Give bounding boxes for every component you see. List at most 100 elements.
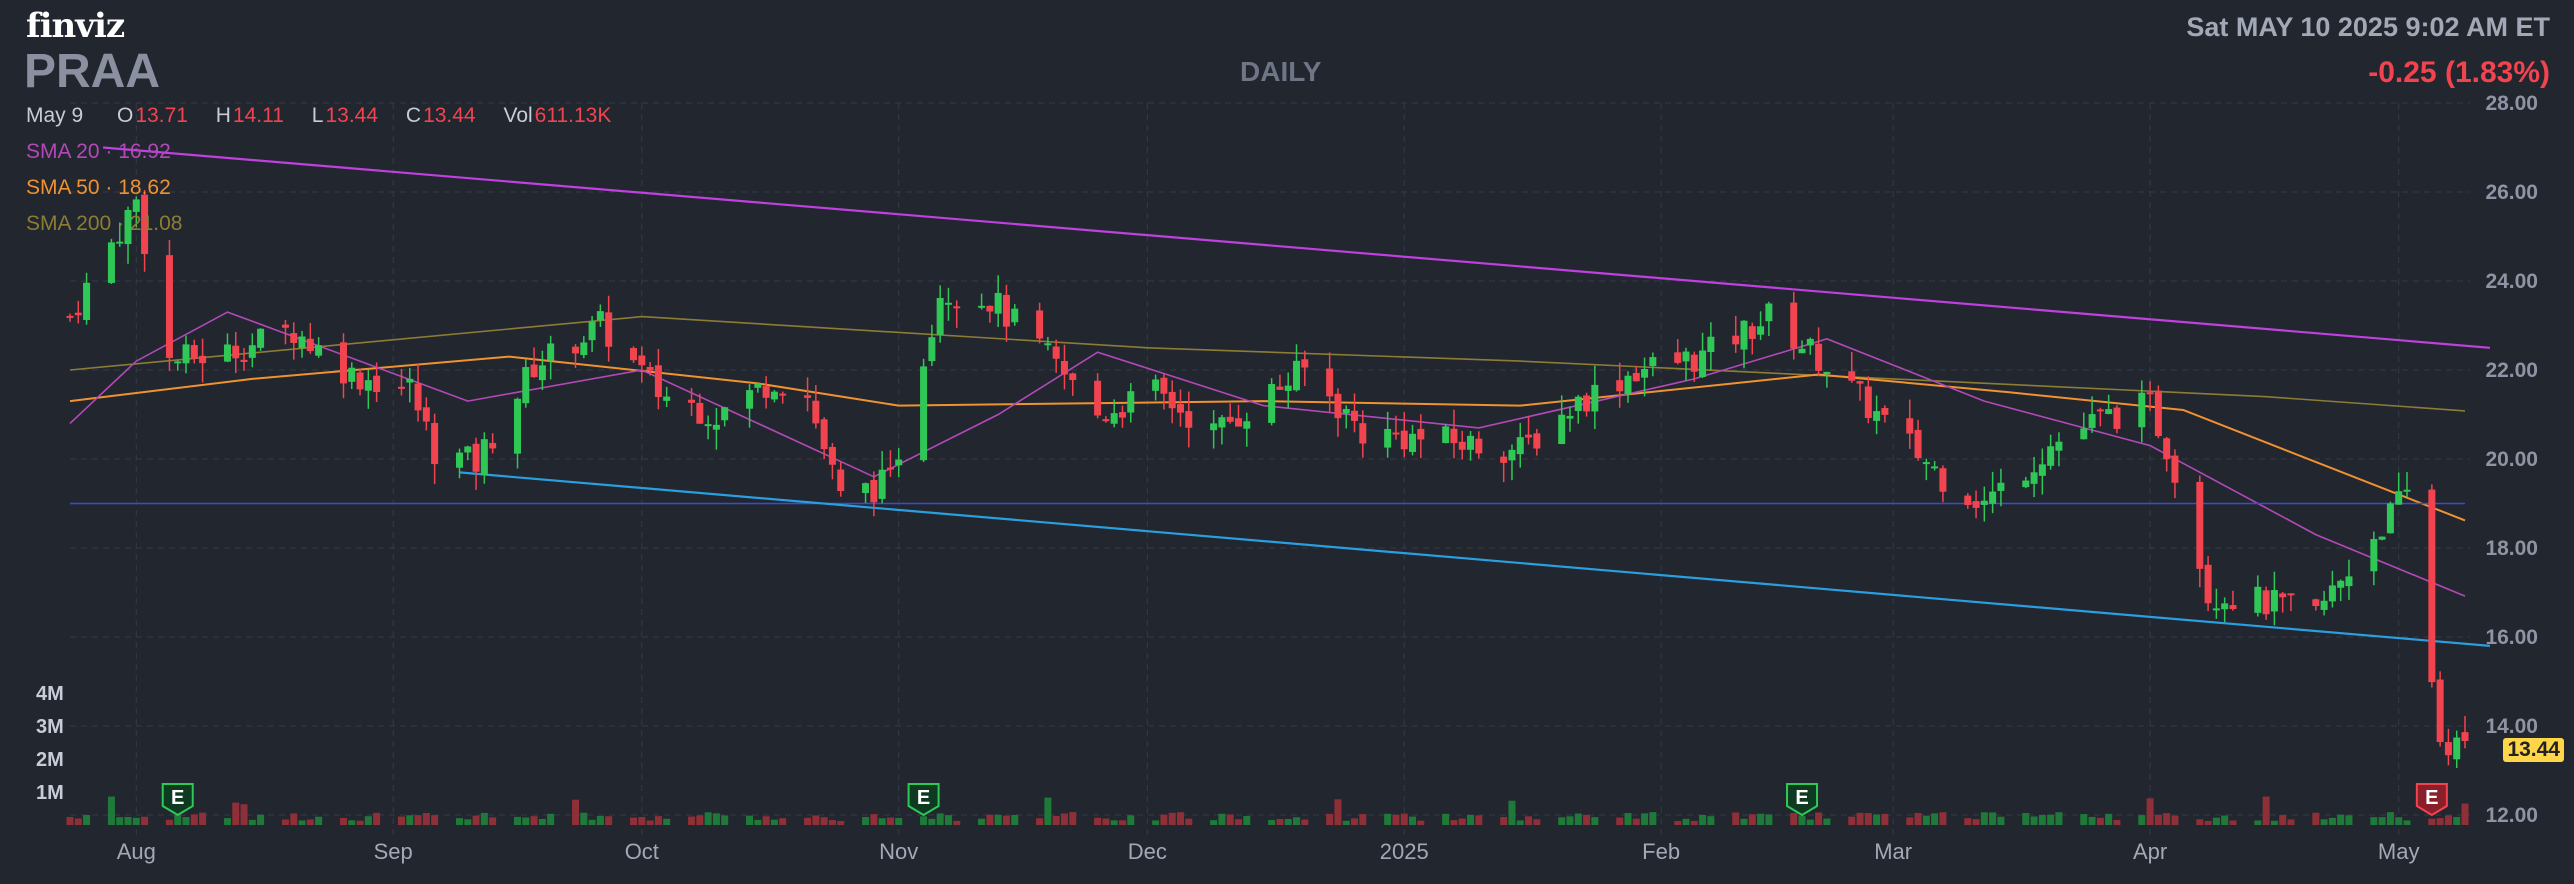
candle-body (2279, 593, 2287, 598)
candle-body (2328, 585, 2336, 602)
candle-body (1566, 415, 1574, 419)
candle-body (522, 367, 530, 404)
volume-bar (1525, 816, 1533, 825)
volume-bar (364, 816, 372, 825)
sma-200-value: 21.08 (129, 212, 183, 235)
volume-bar (1284, 819, 1292, 825)
volume-bar (83, 814, 91, 825)
candle-body (1234, 418, 1242, 427)
earnings-marker[interactable]: E (907, 783, 940, 817)
volume-bar (1011, 814, 1019, 825)
volume-bar (654, 816, 662, 825)
volume-bar (2030, 816, 2038, 825)
volume-bar (572, 799, 580, 825)
candle-body (1757, 326, 1765, 335)
volume-bar (1964, 818, 1972, 825)
earnings-marker[interactable]: E (2415, 783, 2448, 817)
volume-bar (886, 817, 894, 825)
volume-bar (696, 815, 704, 825)
sma-200-legend[interactable]: SMA 200 · 21.08 (26, 212, 183, 235)
volume-bar (174, 814, 182, 825)
volume-bar (1558, 817, 1566, 825)
volume-bar (986, 814, 994, 825)
volume-bar (1997, 816, 2005, 825)
sma-50-legend[interactable]: SMA 50 · 18.62 (26, 176, 171, 199)
candle-body (1044, 343, 1052, 346)
x-tick-label: Oct (625, 839, 659, 864)
candle-body (663, 396, 671, 401)
candle-body (696, 402, 704, 424)
candle-body (2146, 392, 2154, 395)
candle-body (2320, 600, 2328, 610)
candle-body (994, 292, 1002, 314)
volume-bar (1508, 800, 1516, 825)
volume-bar (298, 820, 306, 825)
candle-body (2221, 603, 2229, 610)
volume-bar (754, 819, 762, 825)
candle-body (538, 365, 546, 381)
price-change: -0.25 (1.83%) (2368, 56, 2550, 89)
candle-body (1873, 411, 1881, 421)
volume-bar (1400, 813, 1408, 825)
volume-bar (107, 796, 115, 825)
candle-body (828, 446, 836, 465)
candle-body (688, 399, 696, 403)
volume-bar (762, 816, 770, 825)
candle-body (2229, 605, 2237, 610)
x-tick-label: Feb (1642, 839, 1680, 864)
candle-body (1276, 386, 1284, 390)
volume-bar (1152, 820, 1160, 825)
candle-body (2337, 580, 2345, 588)
earnings-marker[interactable]: E (1786, 783, 1819, 817)
volume-bar (1168, 812, 1176, 825)
candle-body (1525, 434, 1533, 438)
volume-value: 611.13K (534, 104, 612, 127)
volume-bar (1732, 812, 1740, 825)
volume-bar (1641, 813, 1649, 825)
candle-body (1110, 413, 1118, 424)
volume-bar (1649, 812, 1657, 825)
volume-bar (779, 818, 787, 825)
volume-bar (1226, 814, 1234, 825)
volume-bar (1127, 815, 1135, 825)
candle-body (1442, 426, 1450, 444)
volume-bar (1914, 812, 1922, 825)
volume-bar (1939, 812, 1947, 825)
candle-body (141, 194, 149, 255)
candle-body (199, 355, 207, 364)
volume-bar (257, 814, 265, 825)
y-tick-label: 14.00 (2485, 715, 2538, 738)
candle-body (1011, 308, 1019, 323)
volume-bar (1276, 818, 1284, 825)
volume-bar (1475, 815, 1483, 825)
volume-bar (422, 813, 430, 825)
volume-bar (1044, 797, 1052, 825)
candle-body (1467, 435, 1475, 450)
volume-bar (2204, 820, 2212, 825)
open-label: O (117, 104, 134, 127)
volume-bar (116, 817, 124, 825)
volume-bar (1417, 820, 1425, 825)
volume-bar (2022, 813, 2030, 825)
volume-bar (373, 812, 381, 825)
finviz-logo[interactable]: finviz (26, 6, 125, 46)
earnings-marker[interactable]: E (161, 783, 194, 817)
candle-body (364, 380, 372, 391)
volume-bar (1806, 819, 1814, 825)
volume-bar (356, 820, 364, 825)
x-tick-label: Sep (374, 839, 413, 864)
volume-bar (1632, 818, 1640, 825)
x-tick-label: Dec (1128, 839, 1167, 864)
candle-body (1997, 482, 2005, 491)
volume-bar (2279, 815, 2287, 825)
volume-bar (2113, 819, 2121, 825)
volume-bar (2345, 815, 2353, 825)
volume-bar (804, 817, 812, 825)
candle-body (1632, 372, 1640, 382)
sma-20-legend[interactable]: SMA 20 · 16.92 (26, 140, 171, 163)
candle-body (464, 446, 472, 453)
candle-body (1301, 359, 1309, 368)
volume-bar (489, 817, 497, 825)
